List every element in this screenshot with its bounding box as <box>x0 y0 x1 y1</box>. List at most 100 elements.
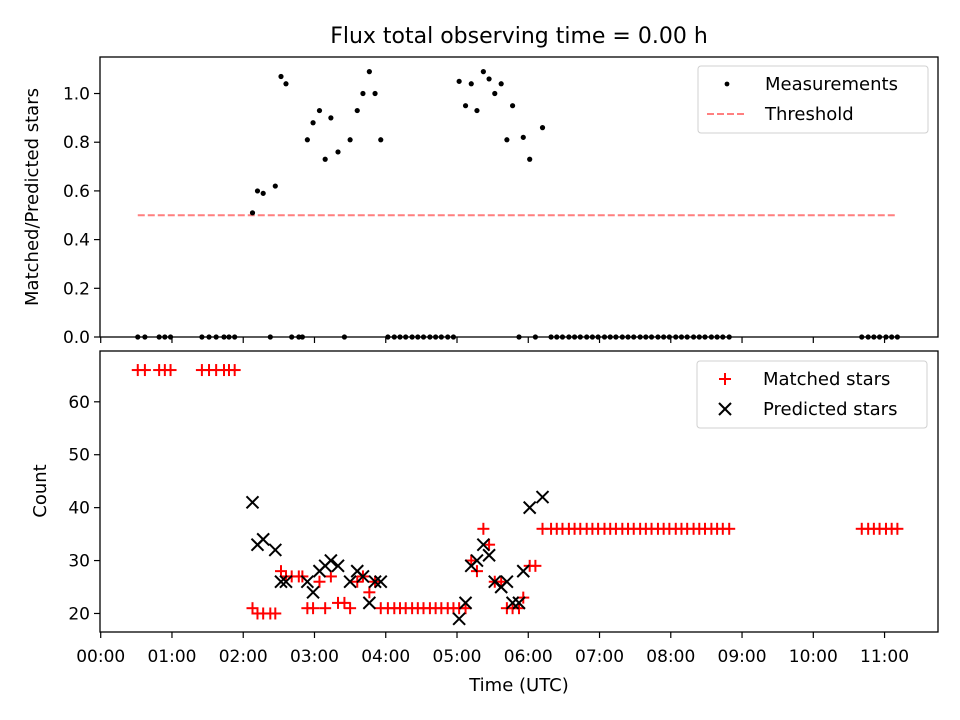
predicted-star-point <box>331 559 345 573</box>
measurement-point <box>409 334 415 340</box>
predicted-star-point <box>505 596 520 610</box>
predicted-star-stroke-b <box>356 569 370 584</box>
measurement-point <box>486 76 492 82</box>
measurement-point <box>156 334 162 340</box>
bottom-legend-box <box>696 360 928 429</box>
matched-star-point <box>363 586 376 599</box>
predicted-star-point <box>522 500 537 515</box>
predicted-star-stroke-b <box>300 575 315 589</box>
measurement-point <box>601 334 608 340</box>
measurement-point <box>883 334 889 340</box>
predicted-star-stroke-b <box>331 559 345 573</box>
measurement-point <box>708 334 714 340</box>
predicted-star-point <box>324 553 338 568</box>
predicted-star-stroke-b <box>505 596 520 610</box>
legend-measurements-label: Measurements <box>765 74 898 95</box>
matched-star-point <box>307 602 320 615</box>
measurement-point <box>299 334 305 340</box>
predicted-star-stroke-b <box>522 500 537 515</box>
predicted-star-stroke-b <box>245 495 260 510</box>
bottom-x-tick-label: 01:00 <box>147 647 196 667</box>
measurement-point <box>673 334 679 340</box>
matched-star-point <box>324 570 337 583</box>
measurement-point <box>643 334 649 340</box>
measurement-point <box>595 334 601 340</box>
measurement-point <box>391 334 397 340</box>
bottom-y-axis: 20 30 40 50 60 <box>68 393 100 624</box>
bottom-x-tick-label: 09:00 <box>718 647 767 667</box>
measurement-point <box>135 334 141 340</box>
measurement-point <box>249 210 256 216</box>
predicted-star-point <box>458 596 473 610</box>
bottom-y-axis-label: Count <box>30 464 51 517</box>
measurement-point <box>527 156 533 162</box>
measurement-point <box>397 334 403 340</box>
measurement-point <box>162 334 168 340</box>
bottom-y-tick-label: 30 <box>68 552 90 572</box>
measurement-point <box>894 334 900 340</box>
measurement-point <box>427 334 433 340</box>
measurement-point <box>726 334 732 340</box>
legend-matched-marker <box>719 373 731 385</box>
top-y-tick-label: 0.2 <box>63 279 90 299</box>
top-y-tick-label: 1.0 <box>63 85 90 105</box>
measurement-point <box>498 81 504 87</box>
measurement-point <box>702 334 708 340</box>
predicted-star-stroke-b <box>535 490 550 504</box>
bottom-x-axis: 00:00 01:00 02:00 03:00 04:00 05:00 06:00 07:00… <box>76 632 909 667</box>
predicted-star-point <box>482 548 496 562</box>
measurement-point <box>678 334 685 340</box>
measurement-point <box>474 107 480 114</box>
predicted-star-point <box>300 575 315 589</box>
measurement-point <box>289 334 295 340</box>
matched-star-point <box>138 364 151 377</box>
predicted-star-stroke-b <box>368 575 382 589</box>
measurement-point <box>520 134 526 140</box>
measurement-point <box>492 90 498 97</box>
matched-star-point <box>483 538 496 551</box>
predicted-star-stroke-b <box>470 553 484 568</box>
matched-star-point <box>319 602 332 615</box>
measurement-point <box>637 334 643 340</box>
matched-star-point <box>164 364 177 377</box>
predicted-star-point <box>362 596 377 610</box>
top-y-axis: 0.0 0.2 0.4 0.6 0.8 1.0 <box>63 85 100 348</box>
measurement-point <box>403 334 409 340</box>
measurement-point <box>684 334 690 340</box>
measurement-point <box>304 137 310 143</box>
measurement-point <box>539 125 546 131</box>
measurement-point <box>232 334 238 340</box>
predicted-star-point <box>306 585 320 600</box>
predicted-star-stroke-b <box>324 553 338 568</box>
predicted-star-point <box>268 543 283 557</box>
bottom-panel: 20 30 40 50 60 00:00 01:00 02:00 03:00 04:00 05:0… <box>30 350 939 696</box>
top-x-axis <box>100 337 886 343</box>
bottom-x-tick-label: 00:00 <box>76 647 125 667</box>
predicted-star-point <box>516 564 530 578</box>
predicted-star-point <box>343 575 357 589</box>
predicted-star-stroke-b <box>482 548 496 562</box>
legend-matched-label: Matched stars <box>763 369 890 390</box>
chart-title: Flux total observing time = 0.00 h <box>330 24 708 49</box>
bottom-y-tick-label: 40 <box>68 499 90 519</box>
measurement-point <box>310 120 316 126</box>
bottom-y-tick-label: 50 <box>68 446 90 466</box>
measurement-point <box>554 334 560 340</box>
measurement-point <box>516 334 522 340</box>
predicted-star-point <box>374 575 388 589</box>
predicted-star-stroke-b <box>274 575 288 589</box>
measurement-point <box>213 334 219 340</box>
measurement-point <box>607 334 613 340</box>
matched-star-point <box>338 596 351 609</box>
measurement-point <box>468 81 474 87</box>
matched-star-point <box>313 575 326 588</box>
measurement-point <box>221 334 227 340</box>
measurement-point <box>456 78 462 84</box>
measurement-point <box>571 334 578 340</box>
measurement-point <box>278 73 284 80</box>
measurement-point <box>714 334 720 340</box>
bottom-legend: Matched stars Predicted stars <box>696 360 928 429</box>
legend-threshold-label: Threshold <box>764 104 854 125</box>
measurement-point <box>272 183 278 189</box>
legend-predicted-marker <box>718 402 732 416</box>
